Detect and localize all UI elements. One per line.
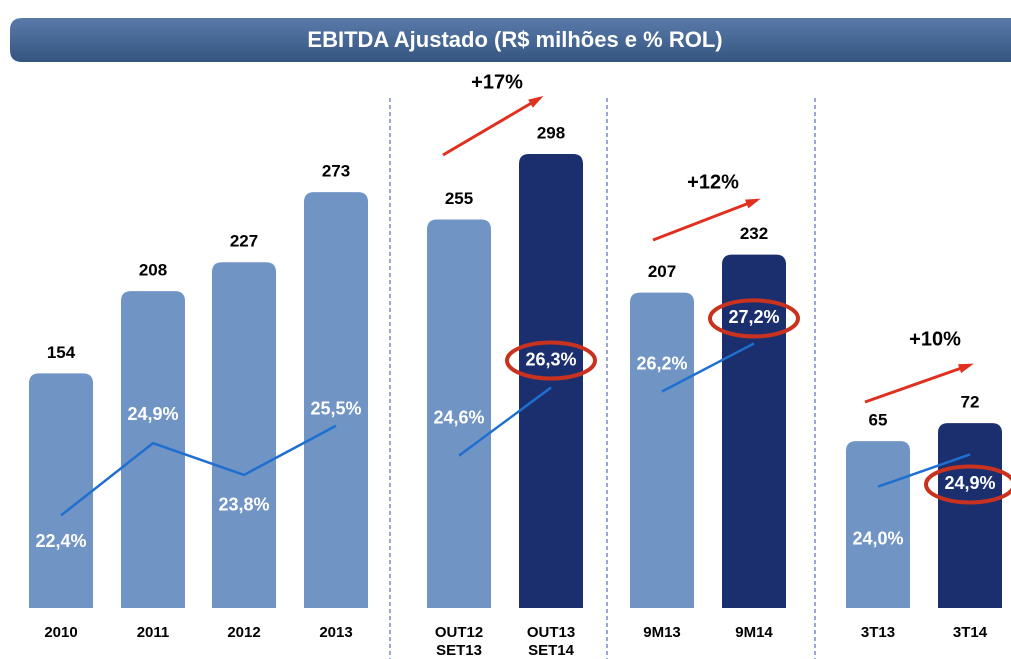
x-tick-label: 3T14	[952, 624, 988, 641]
bar-value-label: 207	[648, 262, 676, 281]
bar	[212, 262, 276, 608]
growth-arrow	[442, 96, 541, 157]
highlight-ring	[924, 464, 1011, 505]
highlight-ring	[505, 340, 597, 381]
bar	[121, 291, 185, 608]
bar-value-label: 273	[322, 162, 350, 181]
growth-arrow-head	[745, 198, 761, 209]
bar-value-label: 255	[445, 189, 473, 208]
bar	[846, 441, 910, 608]
growth-arrow-head	[528, 95, 544, 108]
bar	[938, 423, 1002, 608]
bar-value-label: 65	[869, 411, 888, 430]
bar	[427, 219, 491, 609]
x-tick-label: OUT12 SET13	[434, 624, 484, 659]
bar-value-label: 232	[740, 224, 768, 243]
margin-line	[661, 342, 755, 393]
bar	[29, 373, 93, 608]
margin-line	[877, 453, 971, 488]
x-tick-label: 2011	[136, 624, 170, 641]
growth-label: +10%	[909, 328, 961, 350]
bar-value-label: 227	[230, 232, 258, 251]
margin-line	[60, 424, 337, 517]
highlight-ring	[708, 298, 800, 339]
growth-arrow	[864, 363, 971, 404]
margin-label: 27,2%	[728, 307, 779, 327]
margin-line	[458, 386, 552, 457]
margin-label: 25,5%	[310, 399, 361, 419]
chart-title: EBITDA Ajustado (R$ milhões e % ROL)	[307, 27, 722, 52]
margin-label: 24,9%	[944, 473, 995, 493]
bar-value-label: 298	[537, 124, 565, 143]
bar-value-label: 154	[47, 343, 76, 362]
bar	[722, 254, 786, 608]
margin-label: 24,6%	[433, 407, 484, 427]
growth-arrow-head	[958, 363, 974, 374]
bar-value-label: 208	[139, 261, 167, 280]
growth-arrow	[652, 198, 758, 242]
x-tick-label: 9M13	[643, 624, 681, 641]
margin-label: 22,4%	[35, 531, 86, 551]
bar	[304, 192, 368, 608]
growth-label: +17%	[471, 71, 523, 93]
growth-label: +12%	[687, 171, 739, 193]
margin-label: 24,0%	[852, 528, 903, 548]
margin-label: 26,3%	[525, 349, 576, 369]
bar	[519, 154, 583, 608]
bar-value-label: 72	[961, 393, 980, 412]
x-tick-label: 3T13	[860, 624, 896, 641]
x-tick-label: 2013	[319, 624, 353, 641]
x-tick-label: OUT13 SET14	[526, 624, 576, 659]
margin-label: 24,9%	[127, 404, 178, 424]
bar	[630, 292, 694, 608]
x-tick-label: 2012	[227, 624, 261, 641]
x-tick-label: 2010	[44, 624, 78, 641]
margin-label: 23,8%	[218, 495, 269, 515]
x-tick-label: 9M14	[735, 624, 773, 641]
margin-label: 26,2%	[636, 353, 687, 373]
title-banner	[10, 18, 1011, 62]
